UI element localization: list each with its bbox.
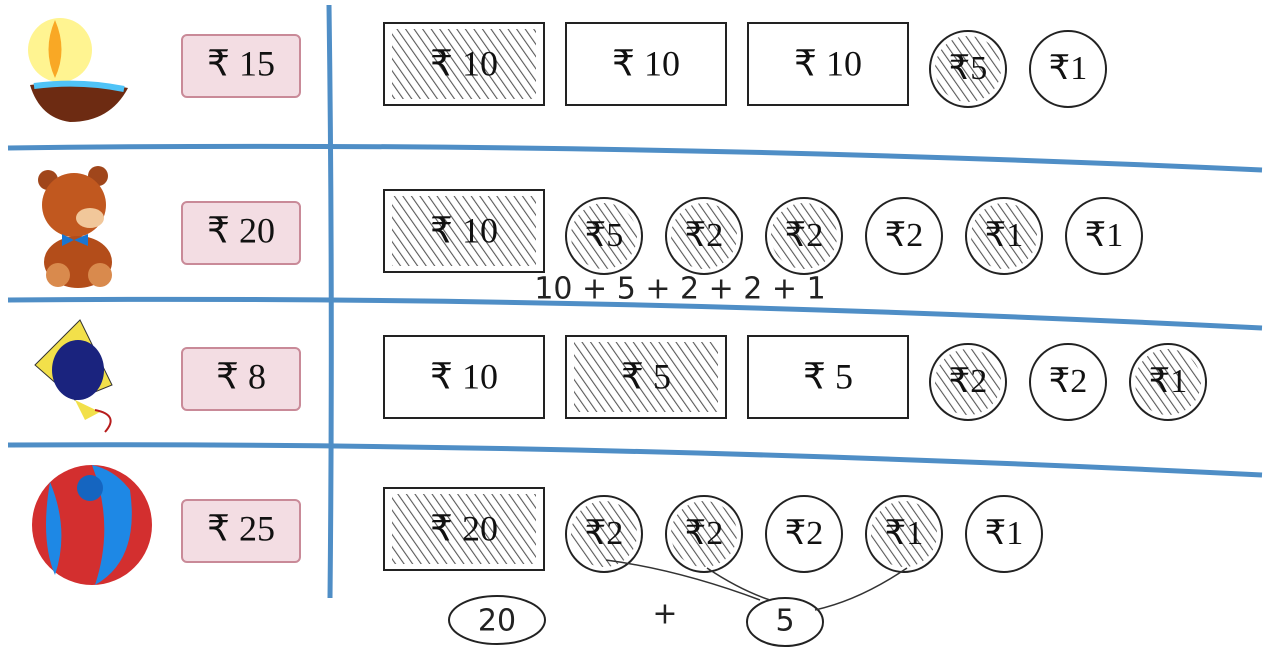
lamp-icon bbox=[28, 18, 128, 122]
price: ₹ 20 bbox=[207, 210, 275, 250]
handwriting: 10 + 5 + 2 + 2 + 1 20 + 5 bbox=[448, 272, 908, 647]
note-label: ₹ 5 bbox=[803, 356, 853, 396]
coin bbox=[865, 197, 943, 275]
crossed-hatch bbox=[392, 29, 536, 99]
handwritten-sum: 10 + 5 + 2 + 2 + 1 bbox=[534, 272, 825, 307]
price-tag bbox=[181, 201, 301, 265]
note bbox=[565, 22, 727, 106]
rule-lines bbox=[7, 4, 1263, 599]
coin-label: ₹1 bbox=[1149, 363, 1188, 400]
rows: ₹ 15 ₹ 10 ₹ 10 ₹ 10 ₹5 ₹1 ₹ 20 ₹ 10 ₹5 ₹2 ₹2 ₹2 ₹1 ₹1… bbox=[181, 22, 1207, 573]
handwritten-note: 20 bbox=[478, 604, 516, 639]
coin-label: ₹2 bbox=[785, 217, 824, 254]
note bbox=[747, 22, 909, 106]
kite-icon bbox=[34, 319, 113, 433]
coin-label: ₹1 bbox=[985, 217, 1024, 254]
coin bbox=[1065, 197, 1143, 275]
crossed-hatch bbox=[1135, 349, 1201, 415]
crossed-hatch bbox=[571, 203, 637, 269]
note-label: ₹ 10 bbox=[430, 43, 498, 83]
handwritten-plus: + bbox=[652, 597, 677, 632]
coin bbox=[965, 495, 1043, 573]
coin-label: ₹1 bbox=[885, 515, 924, 552]
price: ₹ 8 bbox=[216, 356, 266, 396]
crossed-hatch bbox=[935, 349, 1001, 415]
crossed-hatch bbox=[771, 203, 837, 269]
crossed-hatch bbox=[392, 494, 536, 564]
coin-label: ₹2 bbox=[1049, 363, 1088, 400]
coin-label: ₹2 bbox=[685, 515, 724, 552]
crossed-hatch bbox=[671, 203, 737, 269]
coin-label: ₹5 bbox=[585, 217, 624, 254]
note-label: ₹ 10 bbox=[612, 43, 680, 83]
price: ₹ 15 bbox=[207, 43, 275, 83]
crossed-hatch bbox=[971, 203, 1037, 269]
coin-label: ₹2 bbox=[685, 217, 724, 254]
note bbox=[747, 335, 909, 419]
ball-icon bbox=[32, 465, 152, 585]
coin-label: ₹5 bbox=[949, 50, 988, 87]
coin-label: ₹1 bbox=[1049, 50, 1088, 87]
note-label: ₹ 10 bbox=[794, 43, 862, 83]
coin-label: ₹1 bbox=[985, 515, 1024, 552]
price: ₹ 25 bbox=[207, 508, 275, 548]
coin-label: ₹2 bbox=[885, 217, 924, 254]
note-label: ₹ 5 bbox=[621, 356, 671, 396]
note bbox=[383, 335, 545, 419]
coin-label: ₹2 bbox=[585, 515, 624, 552]
coin-label: ₹1 bbox=[1085, 217, 1124, 254]
note-label: ₹ 10 bbox=[430, 210, 498, 250]
price-tag bbox=[181, 499, 301, 563]
crossed-hatch bbox=[871, 501, 937, 567]
coin bbox=[1029, 30, 1107, 108]
coin bbox=[1029, 343, 1107, 421]
crossed-hatch bbox=[935, 36, 1001, 102]
price-tag bbox=[181, 347, 301, 411]
coin-label: ₹2 bbox=[785, 515, 824, 552]
note-label: ₹ 20 bbox=[430, 508, 498, 548]
crossed-hatch bbox=[574, 342, 718, 412]
price-tag bbox=[181, 34, 301, 98]
handwritten-coin-sum: 5 bbox=[775, 604, 794, 639]
crossed-hatch bbox=[571, 501, 637, 567]
coin bbox=[765, 495, 843, 573]
crossed-hatch bbox=[392, 196, 536, 266]
teddy-icon bbox=[38, 166, 112, 288]
note-label: ₹ 10 bbox=[430, 356, 498, 396]
coin-label: ₹2 bbox=[949, 363, 988, 400]
crossed-hatch bbox=[671, 501, 737, 567]
